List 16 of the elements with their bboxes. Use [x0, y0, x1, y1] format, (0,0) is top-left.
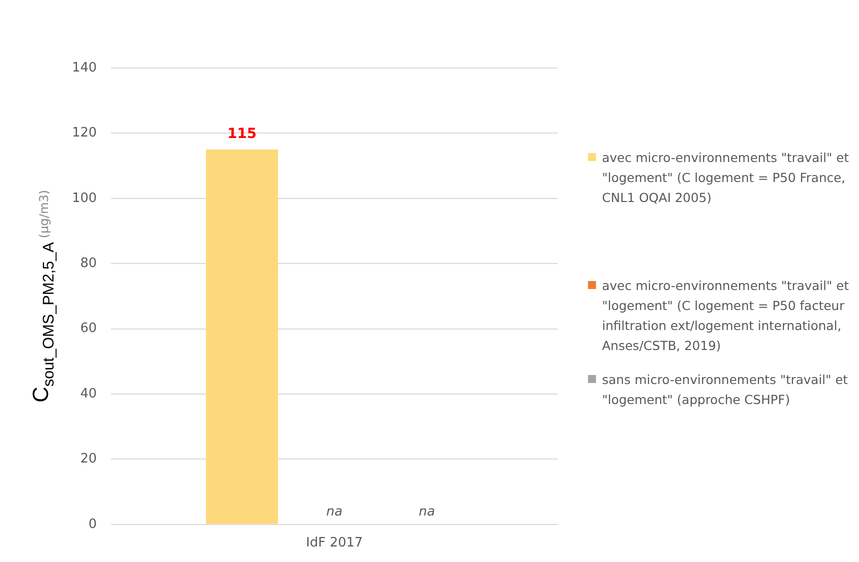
- x-tick-label: IdF 2017: [306, 536, 363, 551]
- y-tick-label: 60: [80, 321, 97, 336]
- legend-label: avec micro-environnements "travail" et "logement" (C logement = P50 facteur infiltration ext/logement international, Anses/CSTB, 2019): [602, 277, 850, 355]
- y-tick-label: 100: [72, 190, 97, 206]
- y-tick-label: 0: [88, 516, 97, 532]
- y-axis-title: Csout_OMS_PM2,5_A (µg/m3): [28, 190, 58, 403]
- legend-label: avec micro-environnements "travail" et "logement" (C logement = P50 France, CNL1 OQAI 2005): [602, 149, 850, 207]
- y-tick-label: 140: [72, 60, 97, 76]
- y-tick-label: 120: [72, 126, 97, 141]
- y-tick-label: 40: [80, 386, 97, 402]
- data-label: 115: [227, 126, 257, 142]
- y-tick-label: 20: [80, 452, 97, 467]
- text: na: [418, 504, 435, 520]
- y-tick-label: 80: [80, 256, 97, 271]
- text: na: [326, 504, 343, 520]
- legend-label: sans micro-environnements "travail" et "logement" (approche CSHPF): [602, 371, 849, 409]
